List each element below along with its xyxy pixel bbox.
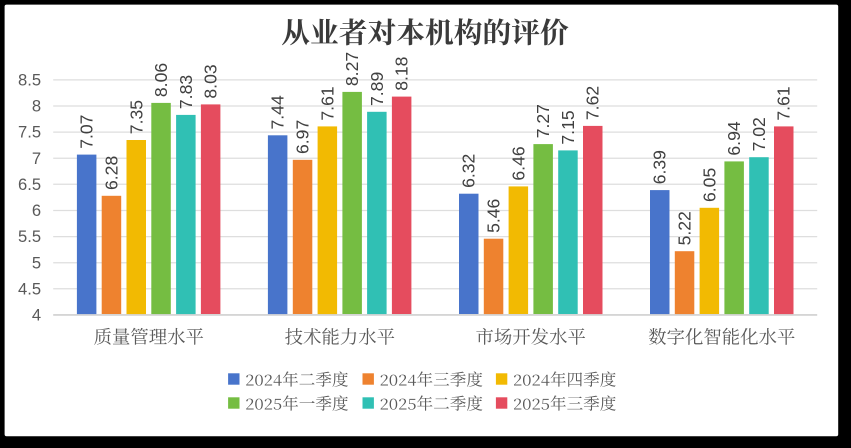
svg-text:7.44: 7.44 <box>268 95 288 129</box>
svg-text:5: 5 <box>32 253 41 272</box>
svg-text:6.97: 6.97 <box>293 120 313 154</box>
svg-text:5.22: 5.22 <box>675 211 695 245</box>
svg-text:6.94: 6.94 <box>724 121 744 155</box>
svg-text:5.5: 5.5 <box>18 227 41 246</box>
svg-text:6.05: 6.05 <box>699 168 719 202</box>
svg-text:7.15: 7.15 <box>558 110 578 144</box>
svg-text:5.46: 5.46 <box>484 198 504 232</box>
svg-text:8.5: 8.5 <box>18 71 41 90</box>
svg-text:6.46: 6.46 <box>508 146 528 180</box>
svg-text:7.02: 7.02 <box>749 117 769 151</box>
svg-text:4: 4 <box>32 306 41 325</box>
svg-text:4.5: 4.5 <box>18 279 41 298</box>
svg-text:6.28: 6.28 <box>102 156 122 190</box>
svg-text:6.39: 6.39 <box>650 150 670 184</box>
svg-text:7.07: 7.07 <box>77 115 97 149</box>
svg-text:7.62: 7.62 <box>583 86 603 120</box>
svg-text:8.18: 8.18 <box>392 56 412 90</box>
svg-text:7.89: 7.89 <box>367 72 387 106</box>
svg-text:7: 7 <box>32 149 41 168</box>
svg-text:6.5: 6.5 <box>18 175 41 194</box>
svg-text:8: 8 <box>32 97 41 116</box>
svg-text:7.61: 7.61 <box>317 86 337 120</box>
svg-text:7.61: 7.61 <box>774 86 794 120</box>
svg-text:7.83: 7.83 <box>176 75 196 109</box>
svg-text:7.5: 7.5 <box>18 123 41 142</box>
svg-text:7.35: 7.35 <box>126 100 146 134</box>
svg-text:7.27: 7.27 <box>533 104 553 138</box>
svg-text:6.32: 6.32 <box>459 154 479 188</box>
svg-text:8.06: 8.06 <box>151 63 171 97</box>
svg-text:8.03: 8.03 <box>201 64 221 98</box>
svg-text:6: 6 <box>32 201 41 220</box>
svg-text:8.27: 8.27 <box>342 52 362 86</box>
